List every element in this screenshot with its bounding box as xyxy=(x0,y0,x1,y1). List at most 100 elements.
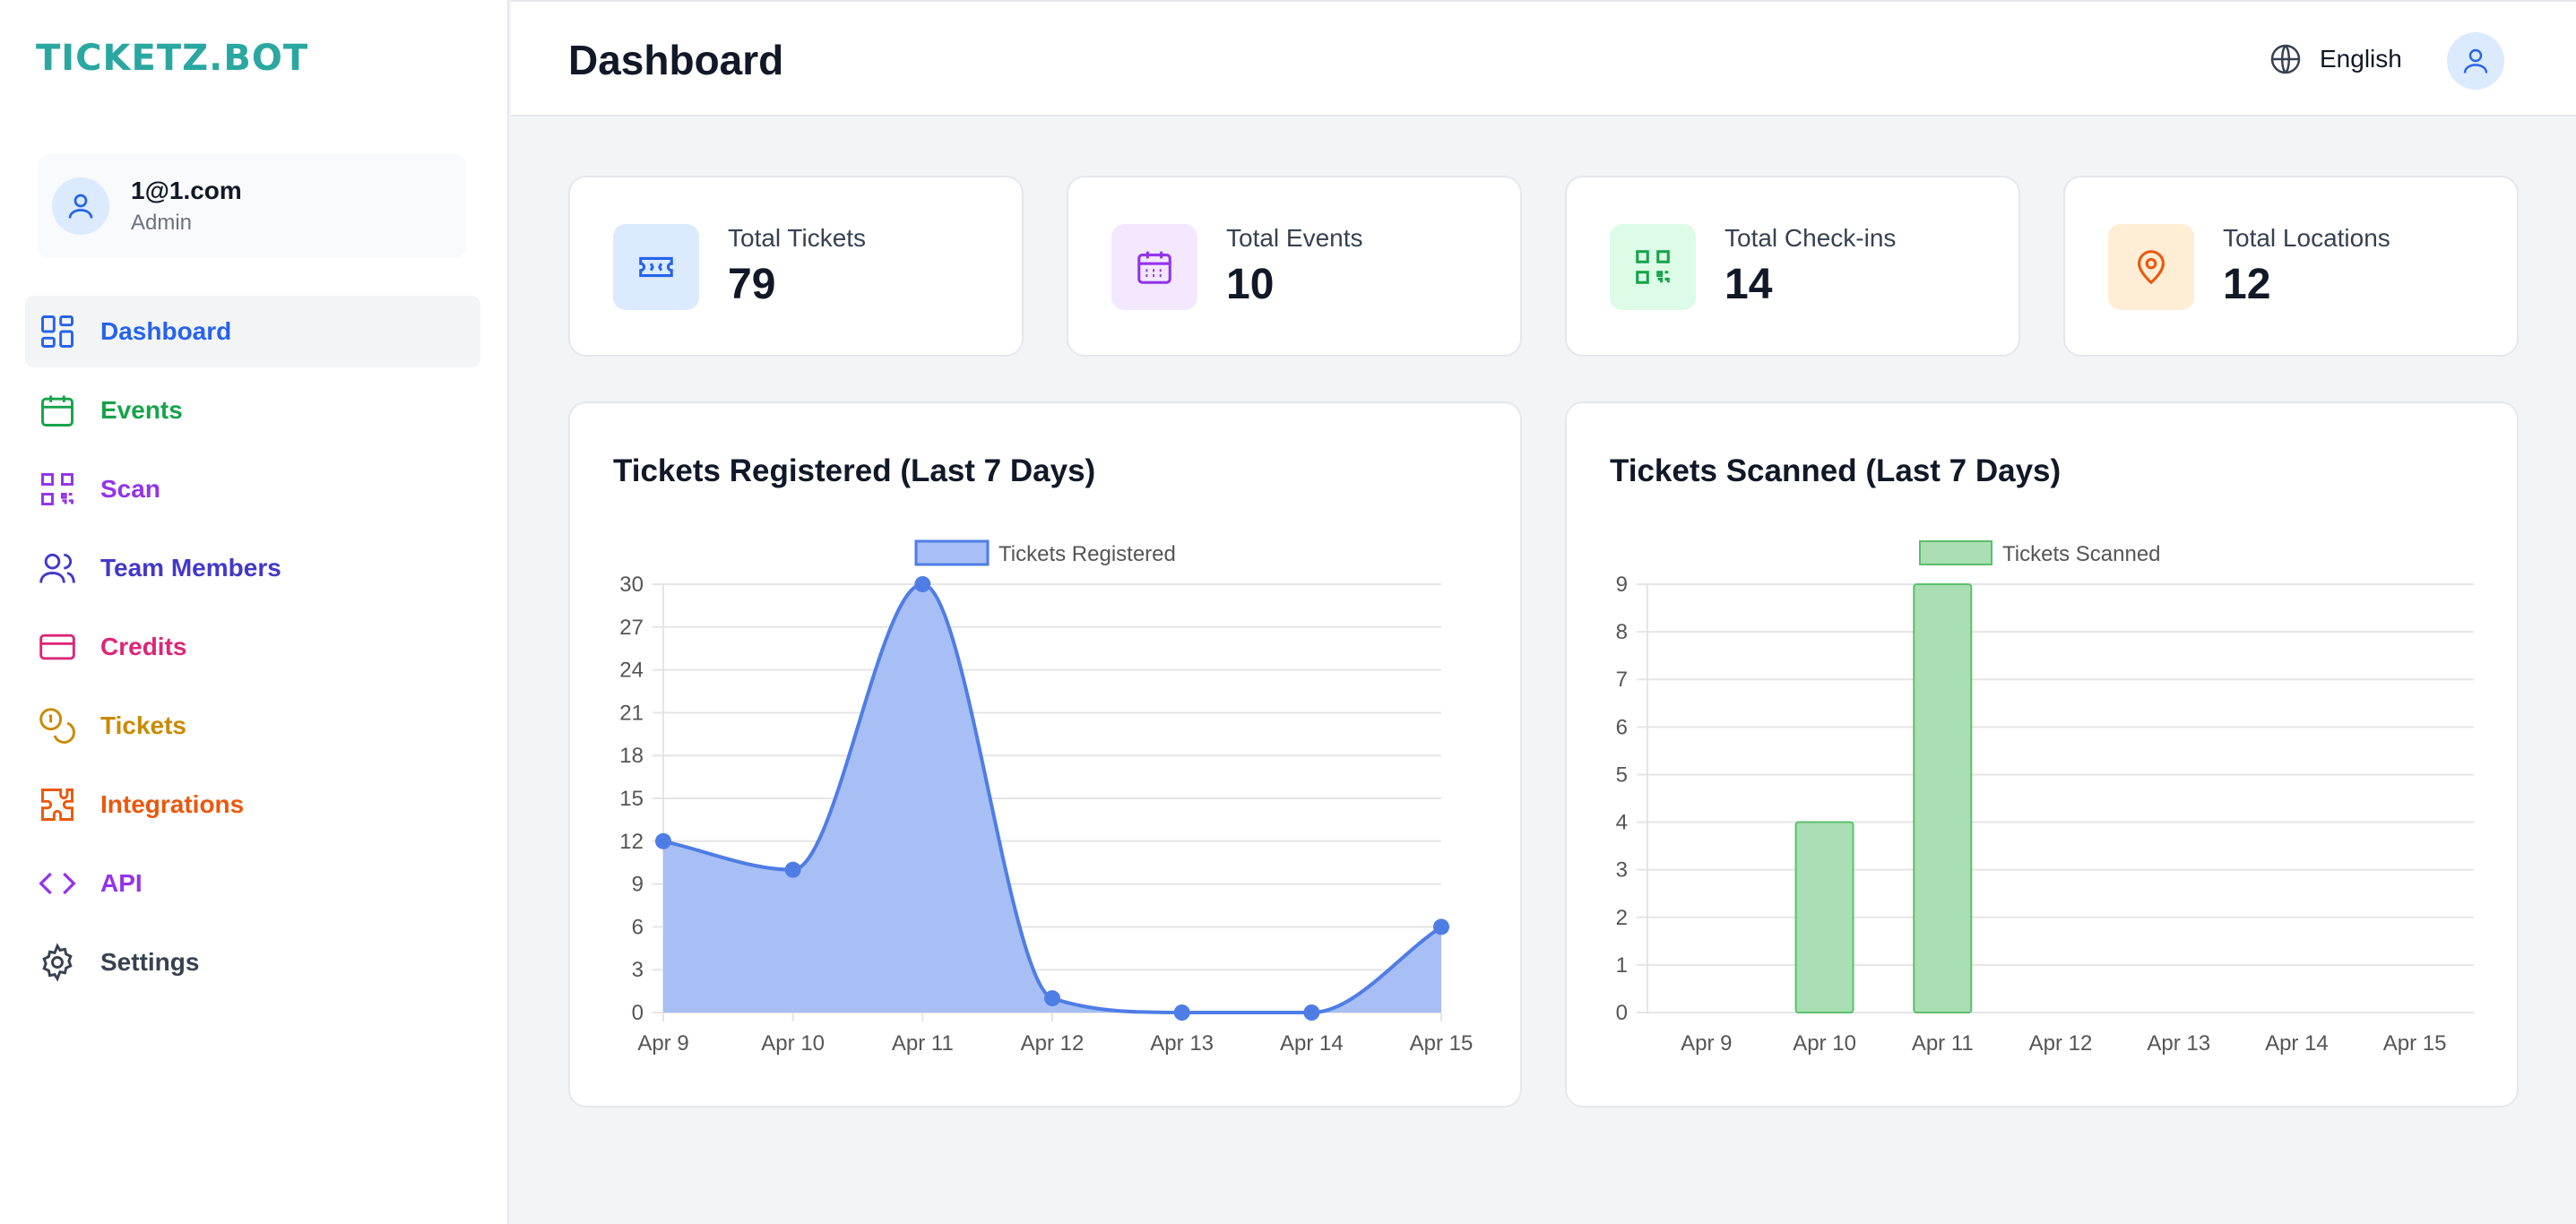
user-email: 1@1.com xyxy=(131,177,242,204)
language-selector[interactable]: English xyxy=(2268,41,2402,77)
y-tick-label: 6 xyxy=(1616,715,1628,739)
user-avatar-icon xyxy=(52,177,109,235)
x-tick-label: Apr 9 xyxy=(637,1031,688,1056)
legend-label: Tickets Scanned xyxy=(2002,542,2161,566)
top-header: Dashboard English xyxy=(511,0,2576,116)
x-tick-label: Apr 13 xyxy=(2147,1031,2210,1056)
x-tick-label: Apr 12 xyxy=(1021,1031,1085,1056)
sidebar: TICKETZ.BOT 1@1.com Admin Dashboard Even… xyxy=(0,0,509,1224)
y-tick-label: 7 xyxy=(1616,668,1628,692)
sidebar-nav: Dashboard Events Scan Team Members Credi… xyxy=(25,296,480,1005)
sidebar-item-dashboard[interactable]: Dashboard xyxy=(25,296,480,367)
chart-title: Tickets Scanned (Last 7 Days) xyxy=(1610,453,2062,488)
sidebar-item-settings[interactable]: Settings xyxy=(25,927,480,998)
sidebar-item-tickets[interactable]: Tickets xyxy=(25,690,480,762)
users-icon xyxy=(39,553,75,583)
stat-card-total-check-ins: Total Check-ins 14 xyxy=(1565,176,2020,357)
sidebar-item-label: Dashboard xyxy=(100,317,232,345)
user-role: Admin xyxy=(131,211,193,235)
legend-swatch xyxy=(1919,540,1993,565)
x-tick-label: Apr 12 xyxy=(2029,1031,2093,1056)
chart-title: Tickets Registered (Last 7 Days) xyxy=(613,453,1096,488)
tickets-registered-chart: 0 3 6 9 12 15 18 21 24 27 30 Apr 9 Apr 10 Apr 11 Apr 1… xyxy=(619,539,1474,1056)
sidebar-item-label: Events xyxy=(100,396,183,424)
sidebar-item-label: Settings xyxy=(100,948,200,976)
bar xyxy=(1913,583,1973,1013)
y-tick-label: 2 xyxy=(1616,906,1628,930)
series-line xyxy=(662,582,1443,1015)
stat-label: Total Events xyxy=(1226,224,1363,252)
data-point xyxy=(1433,918,1449,935)
bar xyxy=(1794,821,1854,1013)
y-tick-label: 30 xyxy=(619,573,644,597)
ticket-icon xyxy=(613,224,699,310)
stat-value: 12 xyxy=(2223,261,2271,308)
code-icon xyxy=(39,872,76,895)
sidebar-item-events[interactable]: Events xyxy=(25,375,480,446)
sidebar-item-label: API xyxy=(100,869,143,897)
logo-text: TICKETZ.BOT xyxy=(36,38,309,79)
sidebar-item-scan[interactable]: Scan xyxy=(25,453,480,525)
x-tick-label: Apr 13 xyxy=(1150,1031,1214,1056)
legend-label: Tickets Registered xyxy=(998,542,1176,566)
sidebar-item-integrations[interactable]: Integrations xyxy=(25,769,480,840)
tickets-scanned-chart: 0 1 2 3 4 5 6 7 8 9 Apr 9 Apr 10 Apr 11 Apr 12 Apr 13 A… xyxy=(1616,540,2474,1056)
dashboard-icon xyxy=(41,315,73,348)
coins-icon xyxy=(39,708,75,744)
y-tick-label: 15 xyxy=(619,787,644,811)
data-point xyxy=(784,861,801,878)
data-point xyxy=(1303,1004,1320,1021)
x-tick-label: Apr 10 xyxy=(761,1031,825,1056)
y-tick-label: 9 xyxy=(1616,573,1628,597)
map-pin-icon xyxy=(2108,224,2194,310)
stat-label: Total Check-ins xyxy=(1725,224,1897,252)
sidebar-item-label: Credits xyxy=(100,633,187,660)
sidebar-item-credits[interactable]: Credits xyxy=(25,611,480,683)
y-tick-label: 8 xyxy=(1616,620,1628,644)
sidebar-item-api[interactable]: API xyxy=(25,848,480,919)
x-tick-label: Apr 11 xyxy=(1912,1031,1974,1056)
y-tick-label: 18 xyxy=(619,744,644,768)
chart-card-tickets-scanned: Tickets Scanned (Last 7 Days) 0 1 2 3 4 5 6 7 8 9… xyxy=(1565,401,2519,1108)
stat-card-total-events: Total Events 10 xyxy=(1067,176,1522,357)
app-logo[interactable]: TICKETZ.BOT xyxy=(36,27,308,90)
user-icon xyxy=(2463,48,2488,73)
qr-code-icon xyxy=(41,473,73,505)
y-tick-label: 6 xyxy=(632,915,644,939)
sidebar-item-label: Integrations xyxy=(100,790,245,818)
data-point xyxy=(1044,990,1060,1007)
calendar-icon xyxy=(41,395,73,427)
credit-card-icon xyxy=(39,634,75,660)
user-card[interactable]: 1@1.com Admin xyxy=(38,154,466,258)
y-tick-label: 27 xyxy=(619,616,644,640)
x-tick-label: Apr 15 xyxy=(1410,1031,1474,1056)
stat-card-total-locations: Total Locations 12 xyxy=(2063,176,2519,357)
y-tick-label: 21 xyxy=(619,701,644,725)
stat-label: Total Tickets xyxy=(728,224,867,252)
language-label: English xyxy=(2320,45,2402,73)
stat-label: Total Locations xyxy=(2223,224,2390,252)
y-tick-label: 12 xyxy=(619,830,644,854)
x-tick-label: Apr 10 xyxy=(1793,1031,1856,1056)
y-tick-label: 5 xyxy=(1616,763,1628,787)
sidebar-item-label: Scan xyxy=(100,475,160,503)
y-tick-label: 9 xyxy=(632,873,644,897)
x-tick-label: Apr 14 xyxy=(2265,1031,2329,1056)
stat-value: 14 xyxy=(1725,261,1773,308)
gear-icon xyxy=(42,943,73,982)
legend-swatch xyxy=(914,539,990,566)
calendar-icon xyxy=(1111,224,1197,310)
data-point xyxy=(1173,1004,1190,1021)
y-tick-label: 1 xyxy=(1616,953,1628,978)
x-tick-label: Apr 9 xyxy=(1681,1031,1732,1056)
y-tick-label: 3 xyxy=(1616,858,1628,883)
y-tick-label: 3 xyxy=(632,958,644,982)
y-tick-label: 24 xyxy=(619,659,644,683)
sidebar-item-team-members[interactable]: Team Members xyxy=(25,532,480,604)
sidebar-item-label: Tickets xyxy=(100,711,186,739)
data-point xyxy=(914,576,931,592)
x-tick-label: Apr 14 xyxy=(1280,1031,1344,1056)
sidebar-item-label: Team Members xyxy=(100,554,281,582)
series-area xyxy=(663,584,1441,1013)
user-menu-button[interactable] xyxy=(2447,32,2504,90)
